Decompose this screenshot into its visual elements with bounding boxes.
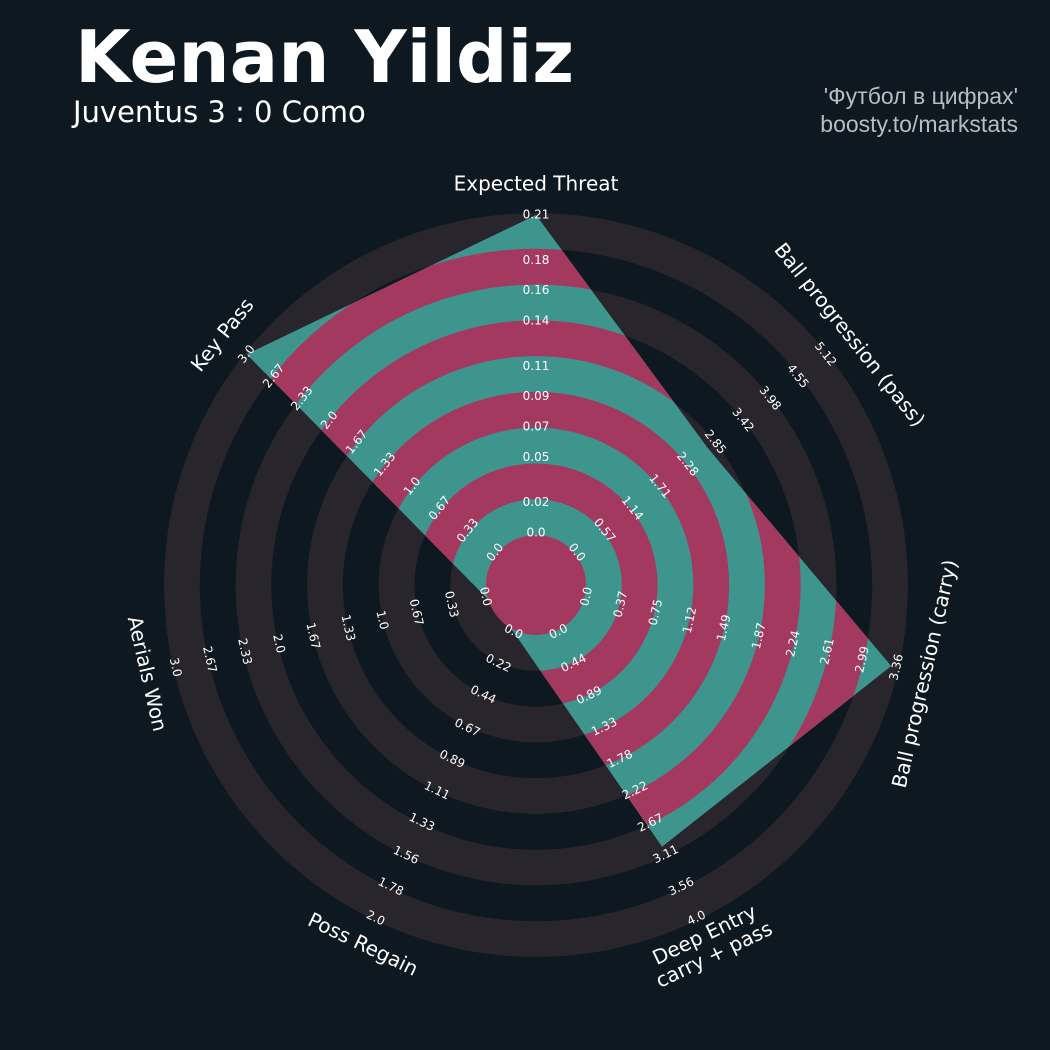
axis-label: Expected Threat xyxy=(454,172,619,196)
tick-label: 0.0 xyxy=(577,586,595,608)
tick-label: 2.24 xyxy=(783,629,803,658)
tick-label: 2.99 xyxy=(852,645,872,674)
tick-label: 0.16 xyxy=(523,283,550,297)
tick-label: 0.02 xyxy=(523,495,550,509)
credit: boosty.to/markstats xyxy=(820,111,1018,137)
tick-label: 0.07 xyxy=(523,420,550,434)
tick-label: 3.36 xyxy=(886,653,906,682)
tick-label: 2.67 xyxy=(200,645,220,674)
tick-label: 0.0 xyxy=(526,526,545,540)
tick-label: 1.87 xyxy=(749,621,769,650)
tick-label: 2.0 xyxy=(270,633,288,655)
credit: 'Футбол в цифрах' xyxy=(824,83,1018,109)
tick-label: 1.33 xyxy=(339,613,359,642)
chart-title: Kenan Yildiz xyxy=(75,15,574,99)
tick-label: 1.49 xyxy=(714,613,734,642)
tick-label: 0.11 xyxy=(523,359,550,373)
tick-label: 0.0 xyxy=(477,586,495,608)
tick-label: 0.33 xyxy=(442,590,462,619)
tick-label: 3.0 xyxy=(167,656,185,678)
tick-label: 0.09 xyxy=(523,389,550,403)
tick-label: 0.21 xyxy=(523,208,550,222)
tick-label: 1.12 xyxy=(680,605,700,634)
center-disk xyxy=(486,535,586,635)
tick-label: 2.61 xyxy=(817,637,837,666)
tick-label: 2.33 xyxy=(235,637,255,666)
tick-label: 0.18 xyxy=(523,253,550,267)
chart-subtitle: Juventus 3 : 0 Como xyxy=(71,95,366,129)
tick-label: 0.75 xyxy=(646,598,666,627)
tick-label: 0.67 xyxy=(407,598,427,627)
tick-label: 0.14 xyxy=(523,314,550,328)
tick-label: 0.37 xyxy=(611,590,631,619)
tick-label: 0.05 xyxy=(523,450,550,464)
tick-label: 1.67 xyxy=(303,621,323,650)
tick-label: 1.0 xyxy=(373,609,391,631)
